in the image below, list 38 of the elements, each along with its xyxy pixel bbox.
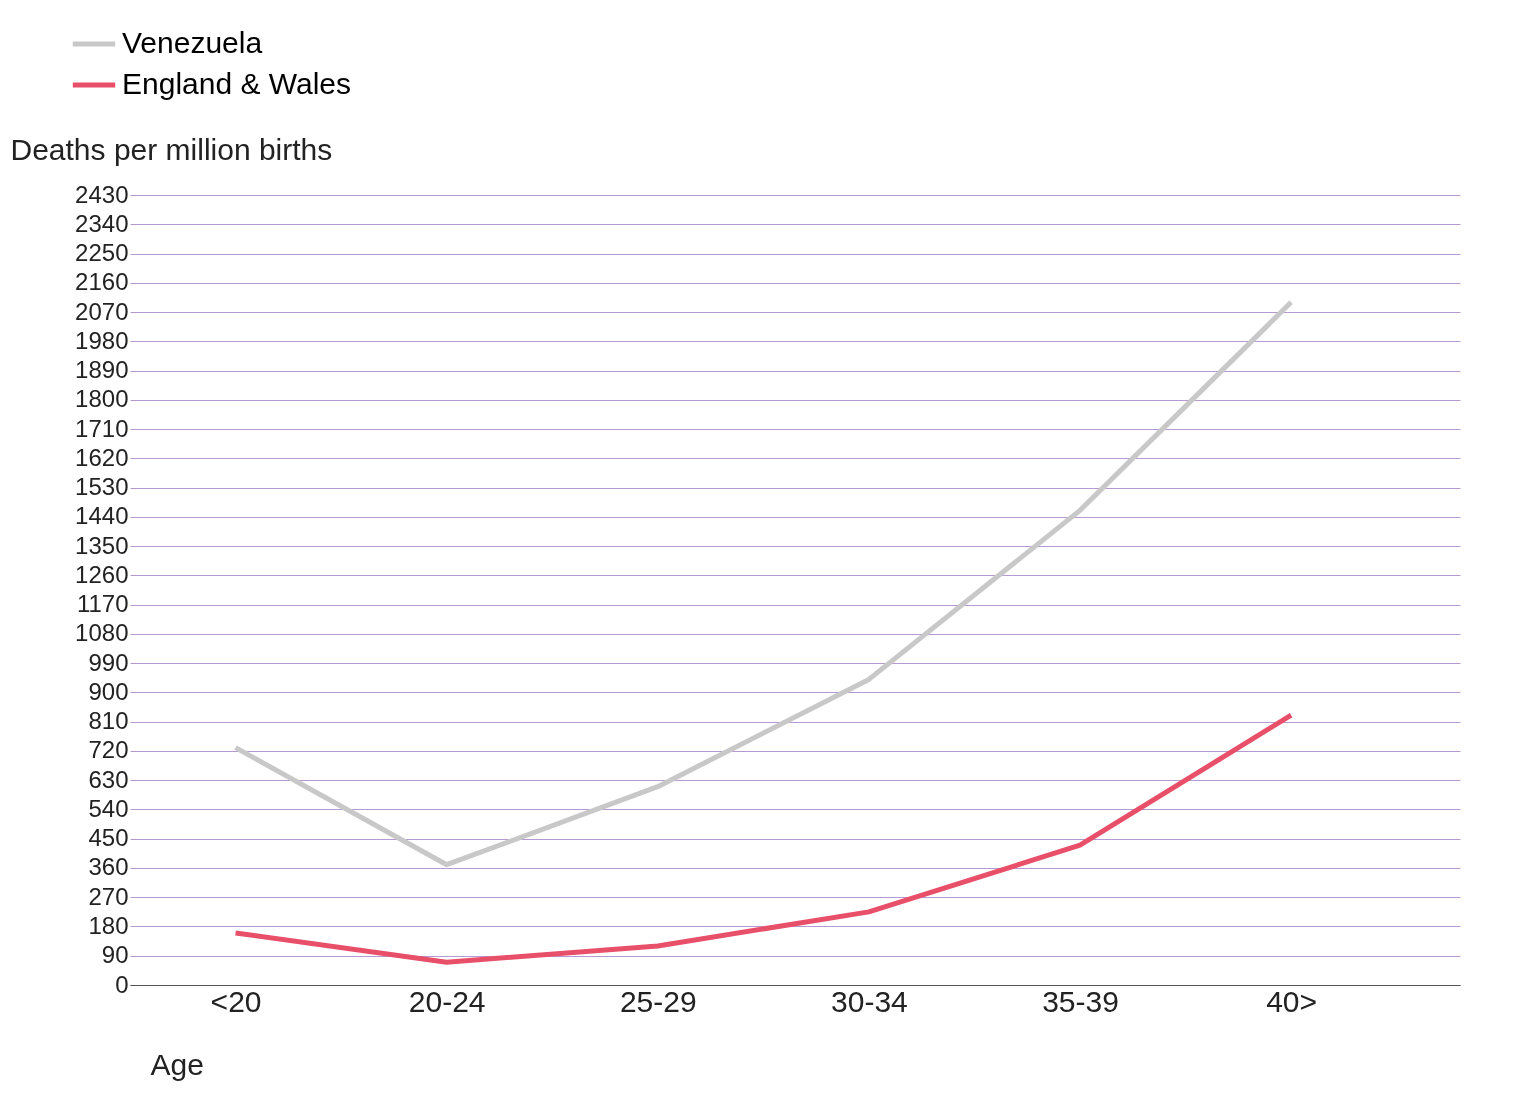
y-tick-label: 0 [115, 970, 129, 998]
y-tick-label: 450 [88, 824, 129, 852]
y-tick-label: 2430 [75, 180, 129, 208]
y-tick-label: 990 [88, 648, 129, 676]
y-tick-label: 1260 [75, 560, 129, 588]
y-tick-label: 630 [88, 765, 129, 793]
y-tick-label: 720 [88, 736, 129, 764]
y-tick-label: 270 [88, 882, 129, 910]
y-tick-label: 1620 [75, 443, 129, 471]
y-tick-label: 1530 [75, 473, 129, 501]
y-tick-label: 1170 [76, 590, 129, 618]
x-tick-label: 30-34 [831, 984, 908, 1018]
y-tick-label: 2340 [75, 209, 129, 237]
y-tick-label: 90 [101, 941, 129, 969]
x-tick-label: 25-29 [619, 984, 697, 1018]
y-tick-label: 1080 [75, 619, 129, 647]
y-tick-label: 1890 [75, 356, 129, 384]
x-tick-label: 35-39 [1042, 984, 1119, 1018]
y-tick-label: 540 [88, 794, 129, 822]
y-tick-label: 810 [88, 707, 129, 735]
y-axis-title: Deaths per million births [10, 132, 333, 166]
y-tick-label: 180 [88, 911, 129, 939]
x-tick-label: 40> [1266, 984, 1318, 1018]
x-tick-label: <20 [210, 984, 262, 1018]
x-tick-label: 20-24 [408, 984, 486, 1018]
y-tick-label: 2160 [75, 268, 129, 296]
y-tick-label: 1980 [75, 326, 129, 354]
y-tick-label: 2070 [75, 297, 129, 325]
y-tick-label: 1350 [75, 531, 129, 559]
y-tick-label: 360 [88, 853, 129, 881]
y-tick-label: 1440 [75, 502, 129, 530]
y-tick-label: 1800 [75, 385, 129, 413]
y-tick-label: 900 [88, 677, 129, 705]
y-tick-label: 1710 [75, 414, 129, 442]
legend-label: England & Wales [122, 67, 352, 100]
legend-label: Venezuela [122, 26, 263, 59]
y-tick-label: 2250 [75, 239, 129, 267]
x-axis-title: Age [150, 1047, 204, 1081]
